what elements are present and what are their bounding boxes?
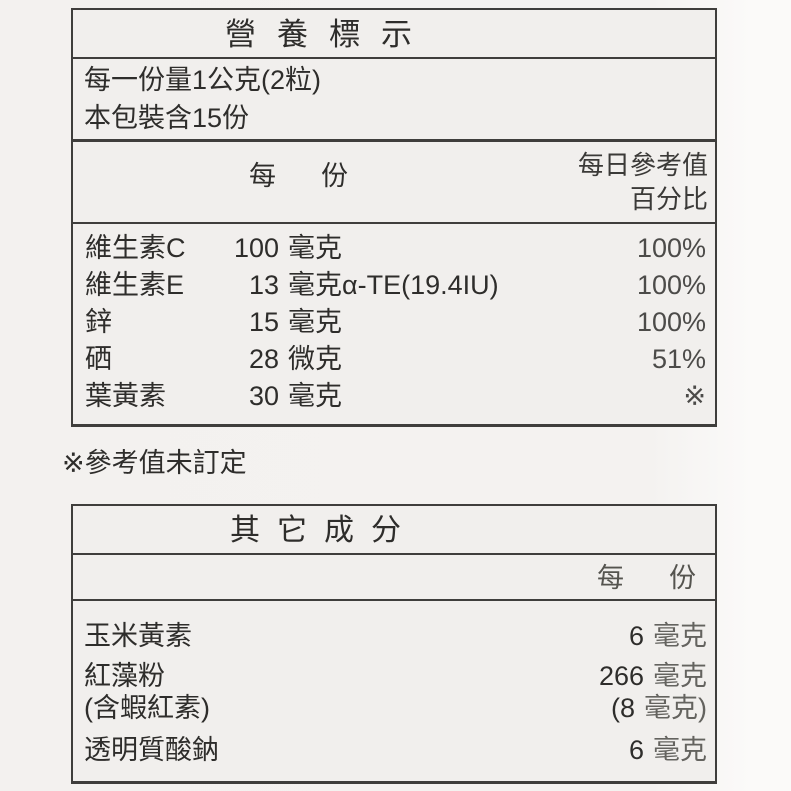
ingredient-amount: 6 毫克 bbox=[629, 618, 715, 654]
nutrient-name: 維生素E bbox=[85, 270, 185, 300]
ingredient-amount: (8 毫克) bbox=[611, 694, 715, 724]
reference-value-footnote: ※參考值未訂定 bbox=[62, 448, 247, 478]
ingredient-amount-unit: 毫克 bbox=[653, 661, 707, 691]
ingredient-amount-unit: 毫克 bbox=[653, 621, 707, 651]
serving-info-block: 每一份量1公克(2粒) 本包裝含15份 bbox=[73, 59, 715, 142]
nutrient-amount-value: 30 bbox=[248, 381, 279, 411]
ingredient-subrow: (含蝦紅素) (8 毫克) bbox=[73, 694, 715, 724]
nutrient-name: 維生素C bbox=[85, 233, 186, 263]
nutrient-amount-unit: 毫克 bbox=[288, 307, 342, 337]
nutrient-name: 硒 bbox=[85, 344, 112, 374]
ingredient-row: 紅藻粉 266 毫克 bbox=[73, 658, 715, 694]
nutrition-table: 營養標示 每一份量1公克(2粒) 本包裝含15份 每 份 每日參考值 百分比 維… bbox=[71, 8, 717, 427]
ingredient-name: 玉米黃素 bbox=[84, 621, 192, 651]
ingredient-name: 紅藻粉 bbox=[84, 661, 165, 691]
ingredient-name: 透明質酸鈉 bbox=[84, 735, 219, 765]
nutrient-row: 維生素C 100 毫克 100% bbox=[73, 230, 715, 267]
nutrient-name: 鋅 bbox=[85, 307, 112, 337]
ingredient-amount-value: (8 bbox=[610, 693, 635, 723]
nutrient-amount-value: 15 bbox=[248, 307, 279, 337]
ingredient-amount: 266 毫克 bbox=[599, 658, 715, 694]
nutrient-amount-unit: 微克 bbox=[288, 344, 342, 374]
ingredient-amount-value: 6 bbox=[628, 735, 644, 765]
other-ingredients-title: 其它成分 bbox=[73, 506, 715, 555]
other-column-header-per-serving: 每 份 bbox=[73, 555, 715, 601]
nutrient-amount-value: 100 bbox=[233, 233, 279, 263]
ingredient-name: (含蝦紅素) bbox=[84, 693, 210, 723]
ingredient-amount: 6 毫克 bbox=[629, 732, 715, 768]
column-header-per-serving: 每 份 bbox=[249, 161, 357, 191]
nutrient-amount-unit: 毫克 bbox=[288, 233, 342, 263]
nutrient-daily-value: 100% bbox=[636, 307, 706, 337]
nutrient-row: 鋅 15 毫克 100% bbox=[73, 304, 715, 341]
nutrient-daily-value: 100% bbox=[636, 233, 706, 263]
nutrient-amount-value: 13 bbox=[248, 270, 279, 300]
ingredient-row: 透明質酸鈉 6 毫克 bbox=[73, 732, 715, 768]
ingredient-amount-unit: 毫克 bbox=[653, 735, 707, 765]
servings-per-package-line: 本包裝含15份 bbox=[84, 103, 250, 133]
nutrient-daily-value: 51% bbox=[651, 344, 706, 374]
serving-size-line: 每一份量1公克(2粒) bbox=[84, 65, 322, 95]
nutrient-row: 葉黃素 30 毫克 ※ bbox=[73, 378, 715, 415]
nutrient-daily-value: ※ bbox=[683, 381, 706, 411]
ingredient-amount-value: 266 bbox=[598, 661, 644, 691]
ingredient-amount-unit: 毫克) bbox=[644, 693, 707, 723]
nutrient-row: 硒 28 微克 51% bbox=[73, 341, 715, 378]
column-header-daily-value: 每日參考值 百分比 bbox=[578, 148, 708, 216]
nutrient-name: 葉黃素 bbox=[85, 381, 166, 411]
column-header-daily-value-line1: 每日參考值 bbox=[577, 150, 708, 180]
nutrient-row: 維生素E 13 毫克α-TE(19.4IU) 100% bbox=[73, 267, 715, 304]
ingredient-row: 玉米黃素 6 毫克 bbox=[73, 618, 715, 654]
column-header-daily-value-line2: 百分比 bbox=[629, 184, 708, 214]
nutrient-daily-value: 100% bbox=[636, 270, 706, 300]
other-ingredients-table: 其它成分 每 份 玉米黃素 6 毫克 紅藻粉 266 毫克 (含蝦紅素) (8 毫克)… bbox=[71, 504, 717, 784]
nutrient-amount-value: 28 bbox=[248, 344, 279, 374]
nutrient-amount-unit: 毫克α-TE(19.4IU) bbox=[288, 270, 499, 300]
nutrient-amount-unit: 毫克 bbox=[288, 381, 342, 411]
ingredient-amount-value: 6 bbox=[628, 621, 644, 651]
nutrition-table-title: 營養標示 bbox=[73, 10, 715, 59]
column-header-row: 每 份 每日參考值 百分比 bbox=[73, 142, 715, 224]
nutrient-rows: 維生素C 100 毫克 100% 維生素E 13 毫克α-TE(19.4IU) … bbox=[73, 224, 715, 415]
